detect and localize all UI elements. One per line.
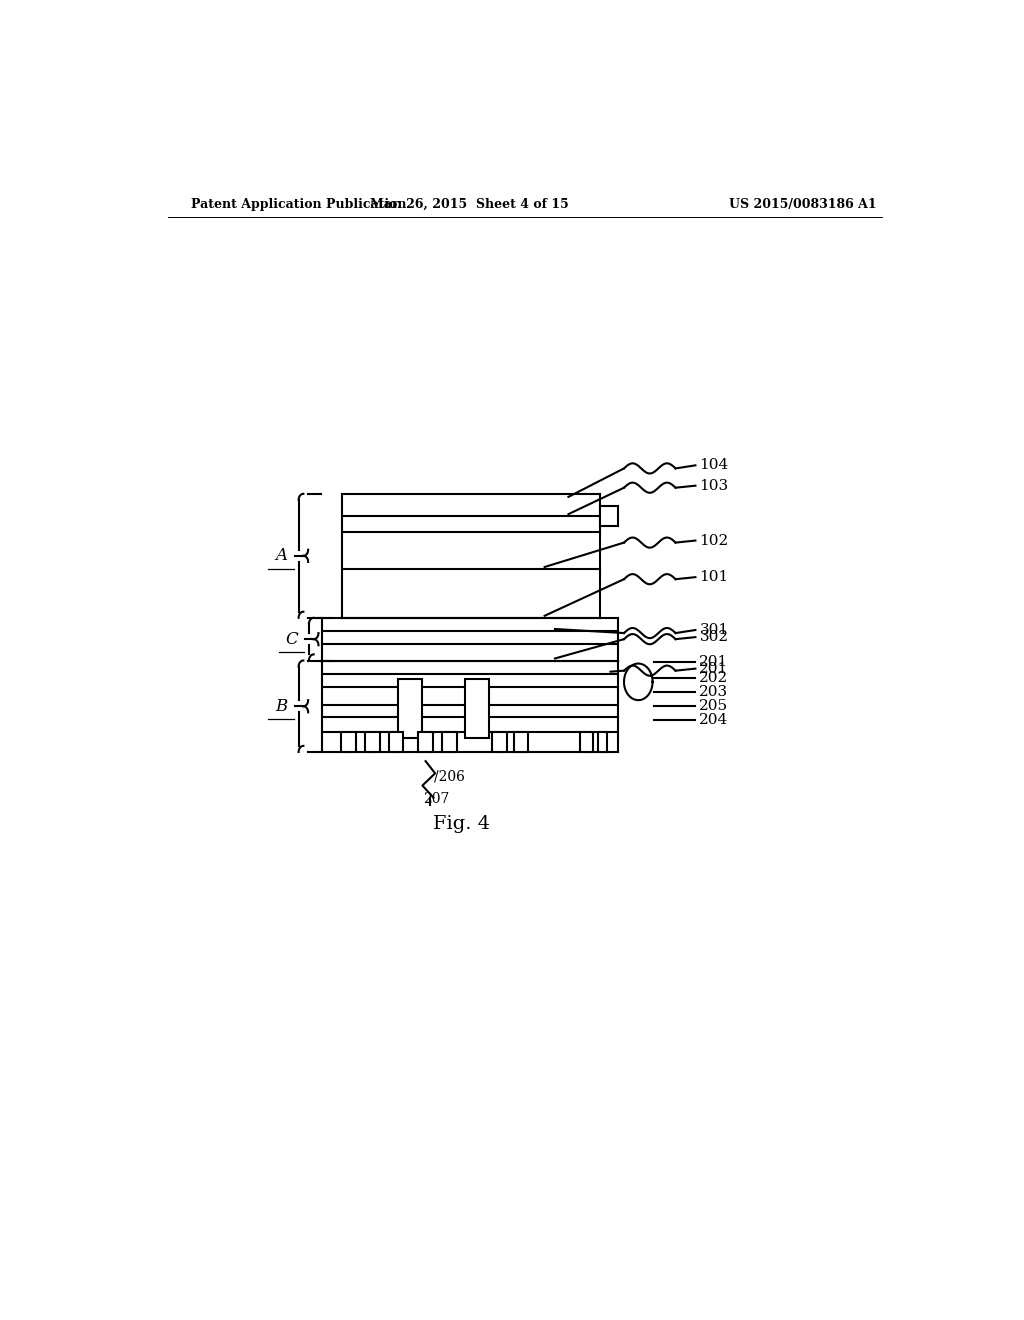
Text: 201: 201 xyxy=(699,661,729,676)
Bar xyxy=(341,731,355,752)
Bar xyxy=(397,678,422,738)
Text: 301: 301 xyxy=(699,623,728,638)
Bar xyxy=(581,731,593,752)
Bar xyxy=(419,731,433,752)
Text: 207: 207 xyxy=(423,792,450,805)
Bar xyxy=(600,506,618,527)
Bar xyxy=(366,731,380,752)
Text: 201: 201 xyxy=(699,655,729,668)
Text: 202: 202 xyxy=(699,671,729,685)
Bar xyxy=(493,731,507,752)
Text: Patent Application Publication: Patent Application Publication xyxy=(191,198,407,211)
Text: 205: 205 xyxy=(699,700,728,713)
Text: 302: 302 xyxy=(699,630,728,644)
Bar xyxy=(598,731,607,752)
Bar xyxy=(465,678,489,738)
Text: 102: 102 xyxy=(699,533,729,548)
Text: A: A xyxy=(275,548,287,565)
Text: 104: 104 xyxy=(699,458,729,473)
Text: 101: 101 xyxy=(699,570,729,585)
Text: C: C xyxy=(285,631,298,648)
Text: 203: 203 xyxy=(699,685,728,700)
Text: B: B xyxy=(275,698,288,714)
Text: 204: 204 xyxy=(699,714,729,727)
Text: Fig. 4: Fig. 4 xyxy=(433,816,489,833)
Bar xyxy=(514,731,528,752)
Bar xyxy=(389,731,403,752)
Text: Mar. 26, 2015  Sheet 4 of 15: Mar. 26, 2015 Sheet 4 of 15 xyxy=(370,198,568,211)
Text: 103: 103 xyxy=(699,479,728,492)
Text: US 2015/0083186 A1: US 2015/0083186 A1 xyxy=(729,198,877,211)
Text: /206: /206 xyxy=(433,770,465,783)
Bar xyxy=(442,731,457,752)
